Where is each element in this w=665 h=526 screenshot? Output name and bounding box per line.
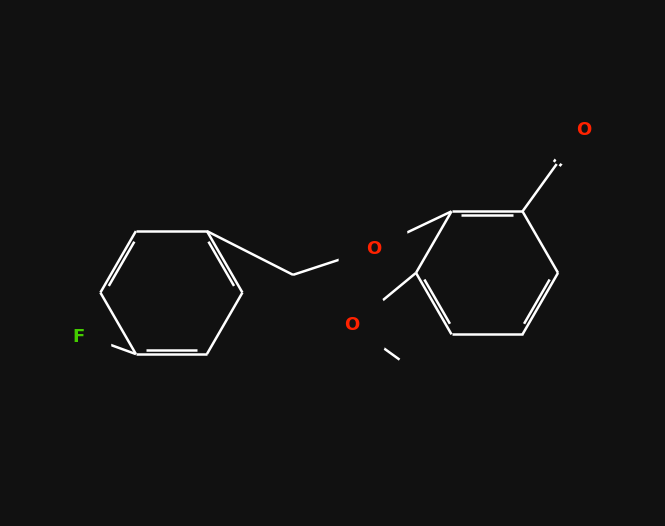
Text: F: F — [72, 328, 84, 346]
Text: O: O — [344, 317, 360, 335]
Text: O: O — [576, 122, 591, 139]
Text: O: O — [366, 239, 381, 258]
